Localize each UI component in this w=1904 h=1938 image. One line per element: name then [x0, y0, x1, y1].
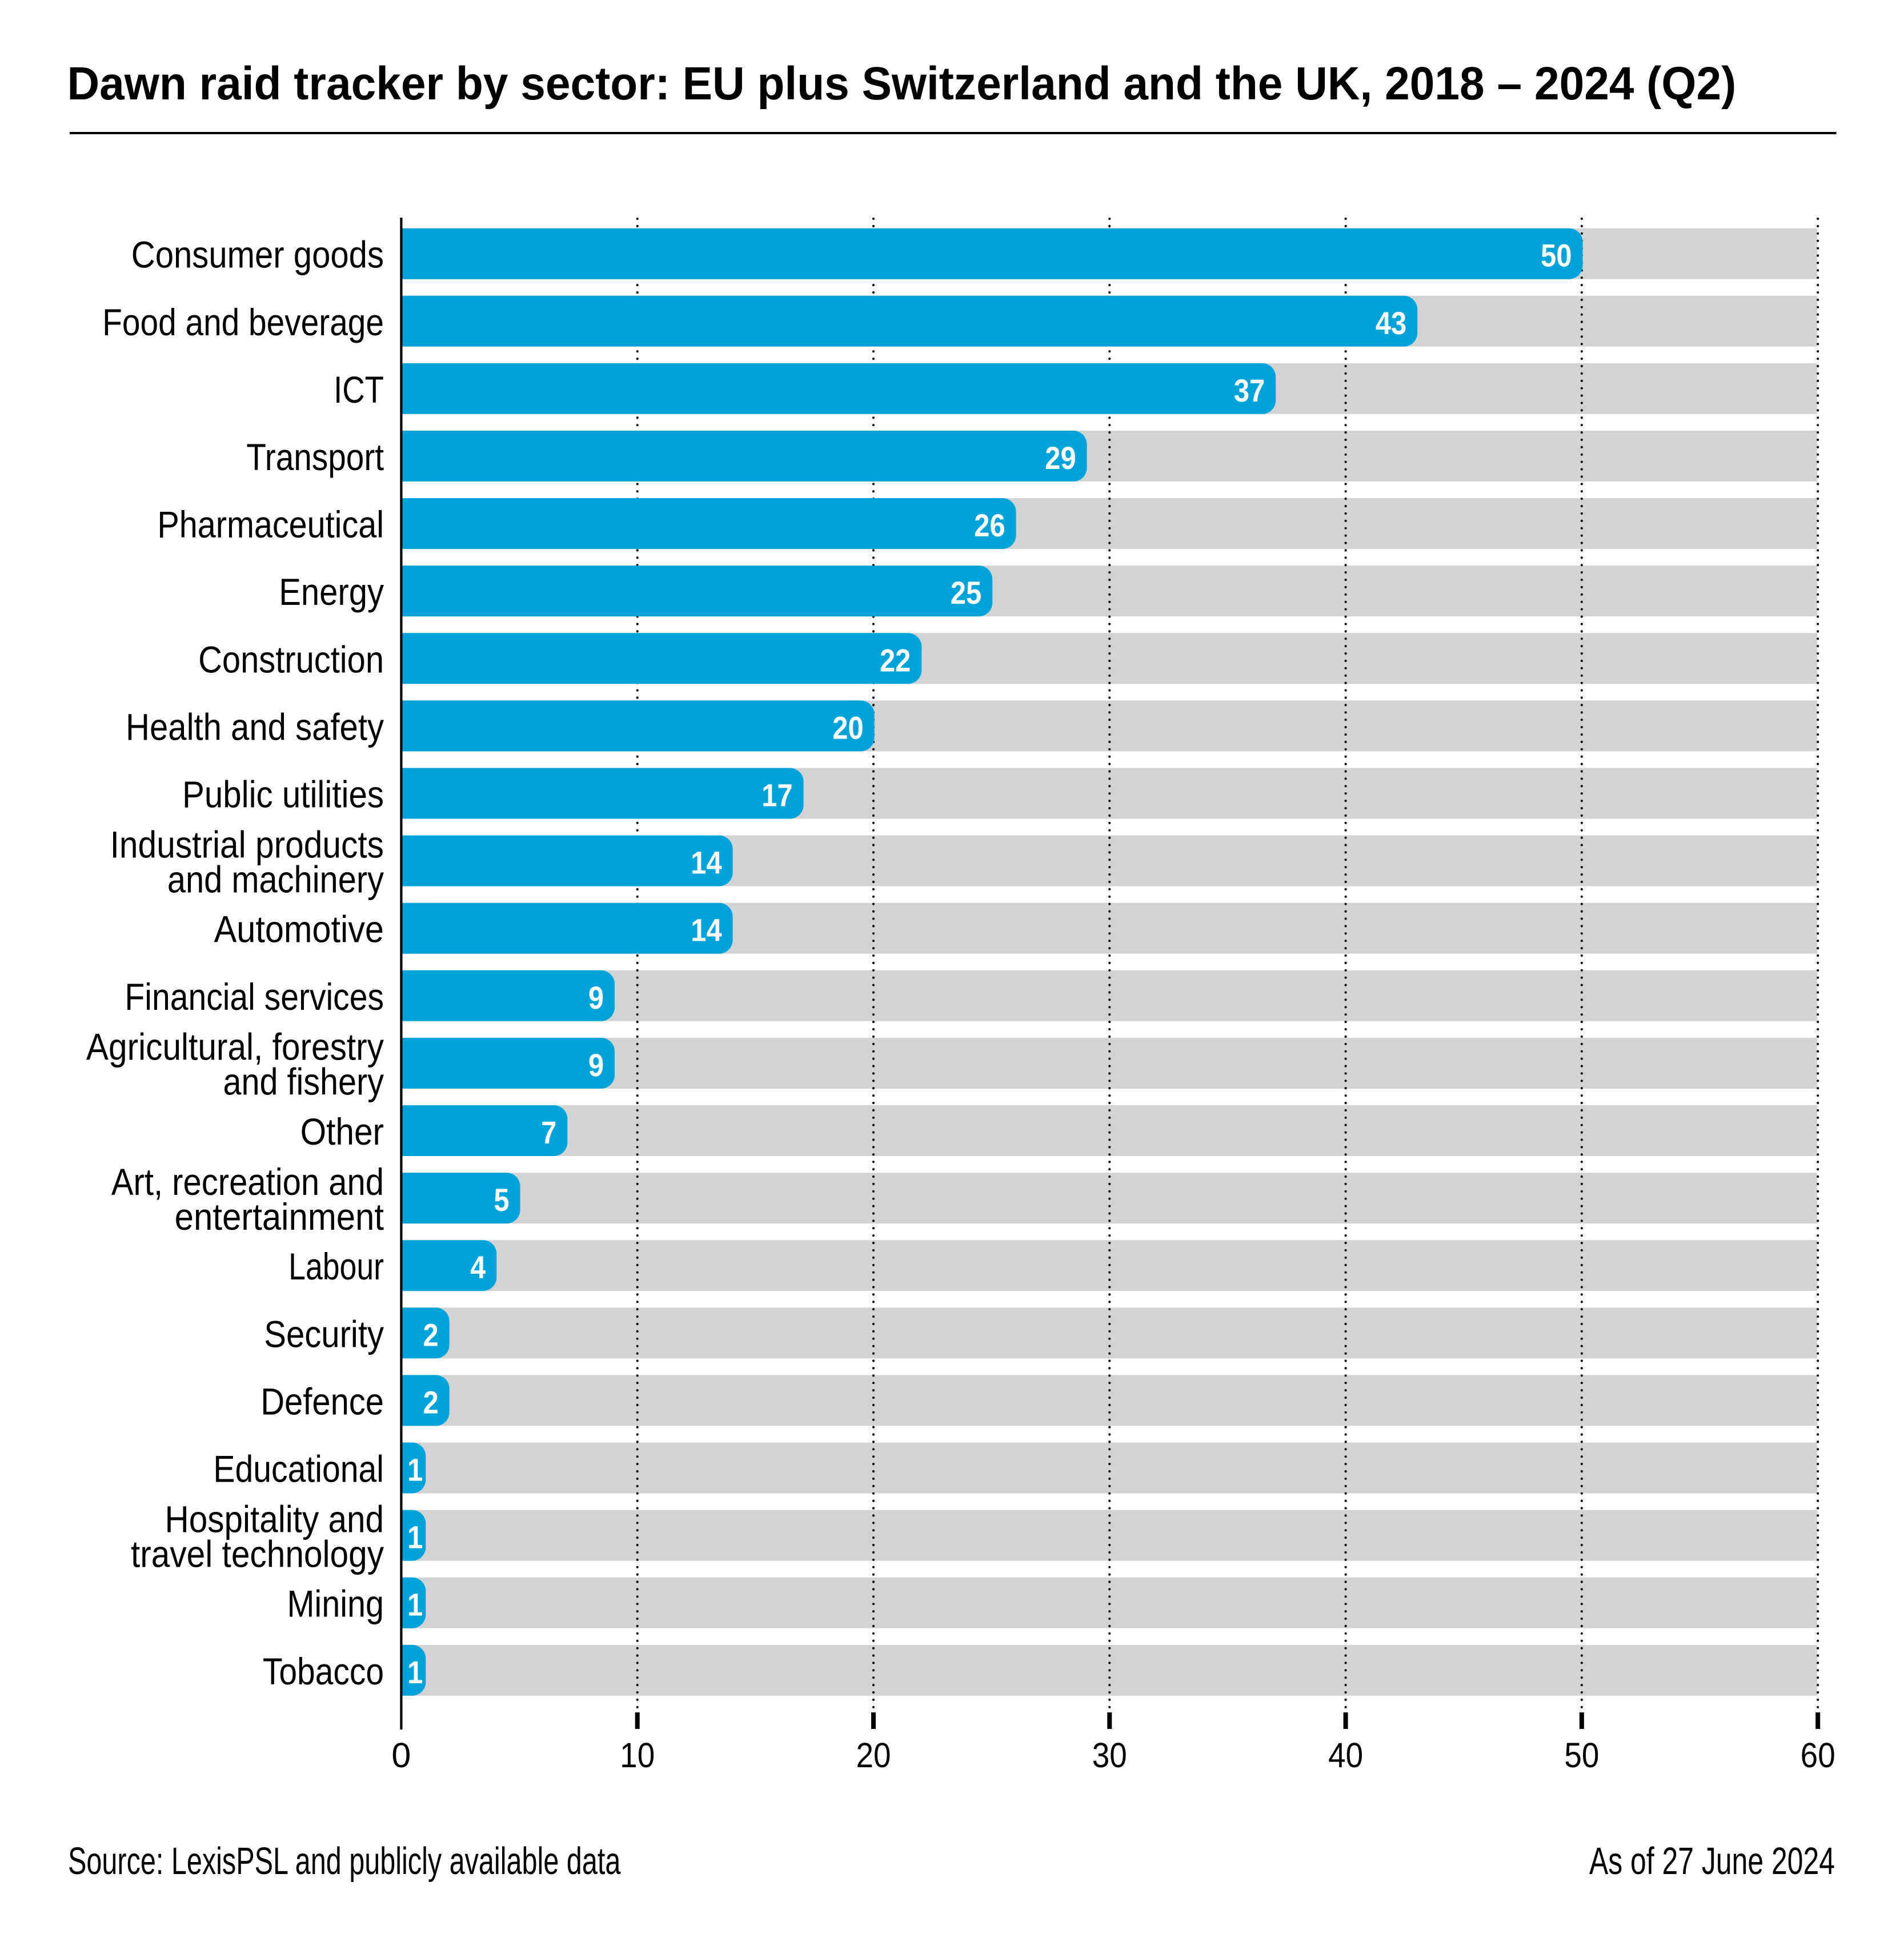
svg-text:1: 1	[407, 1588, 423, 1623]
svg-text:1: 1	[407, 1453, 423, 1488]
svg-text:30: 30	[1092, 1736, 1127, 1775]
svg-text:2: 2	[423, 1386, 439, 1421]
svg-text:Dawn raid tracker by sector: E: Dawn raid tracker by sector: EU plus Swi…	[67, 57, 1737, 110]
svg-text:17: 17	[761, 779, 792, 814]
svg-text:0: 0	[391, 1736, 411, 1775]
svg-text:7: 7	[541, 1116, 556, 1151]
svg-text:Mining: Mining	[287, 1583, 384, 1626]
svg-text:As of 27 June 2024: As of 27 June 2024	[1589, 1840, 1835, 1883]
svg-text:Hospitality and: Hospitality and	[165, 1499, 384, 1540]
svg-text:9: 9	[588, 1048, 604, 1084]
svg-text:and fishery: and fishery	[223, 1061, 384, 1104]
svg-text:50: 50	[1564, 1736, 1599, 1775]
svg-text:Public utilities: Public utilities	[182, 774, 384, 816]
svg-text:Consumer goods: Consumer goods	[131, 234, 384, 276]
svg-text:14: 14	[691, 846, 721, 881]
svg-text:Food and beverage: Food and beverage	[102, 302, 384, 344]
svg-text:ICT: ICT	[334, 368, 384, 411]
svg-text:travel technology: travel technology	[131, 1534, 384, 1575]
svg-text:and machinery: and machinery	[167, 859, 384, 901]
svg-text:Transport: Transport	[246, 436, 384, 479]
svg-text:entertainment: entertainment	[175, 1196, 384, 1238]
svg-text:Automotive: Automotive	[214, 909, 384, 951]
svg-text:Construction: Construction	[198, 639, 384, 681]
svg-text:43: 43	[1376, 306, 1406, 342]
svg-text:Energy: Energy	[279, 572, 384, 613]
svg-text:22: 22	[880, 643, 911, 679]
svg-text:2: 2	[423, 1318, 439, 1353]
svg-text:20: 20	[856, 1736, 891, 1775]
svg-text:26: 26	[974, 508, 1005, 544]
svg-text:Tobacco: Tobacco	[263, 1651, 384, 1693]
svg-text:1: 1	[407, 1520, 423, 1556]
svg-text:60: 60	[1801, 1736, 1835, 1775]
svg-text:20: 20	[832, 711, 863, 747]
svg-text:Labour: Labour	[288, 1246, 384, 1288]
svg-text:40: 40	[1328, 1736, 1363, 1775]
svg-text:Financial services: Financial services	[125, 976, 384, 1018]
svg-text:Health and safety: Health and safety	[126, 707, 384, 748]
svg-text:29: 29	[1045, 441, 1076, 476]
svg-text:25: 25	[951, 576, 981, 611]
svg-text:9: 9	[588, 981, 604, 1016]
svg-text:4: 4	[470, 1250, 486, 1286]
svg-text:5: 5	[494, 1183, 509, 1218]
svg-text:37: 37	[1234, 374, 1265, 409]
svg-text:Agricultural, forestry: Agricultural, forestry	[86, 1026, 384, 1068]
svg-text:Educational: Educational	[213, 1449, 384, 1491]
svg-text:Art, recreation and: Art, recreation and	[111, 1161, 384, 1203]
svg-text:Industrial products: Industrial products	[110, 824, 384, 866]
svg-text:Other: Other	[300, 1112, 384, 1153]
svg-text:10: 10	[620, 1736, 655, 1775]
svg-text:Source: LexisPSL and publicly: Source: LexisPSL and publicly available …	[68, 1840, 621, 1882]
svg-text:Defence: Defence	[260, 1381, 384, 1423]
svg-text:Security: Security	[264, 1314, 384, 1355]
svg-text:Pharmaceutical: Pharmaceutical	[157, 504, 384, 546]
svg-text:50: 50	[1541, 239, 1572, 274]
svg-text:14: 14	[691, 913, 721, 949]
svg-text:1: 1	[407, 1655, 423, 1691]
